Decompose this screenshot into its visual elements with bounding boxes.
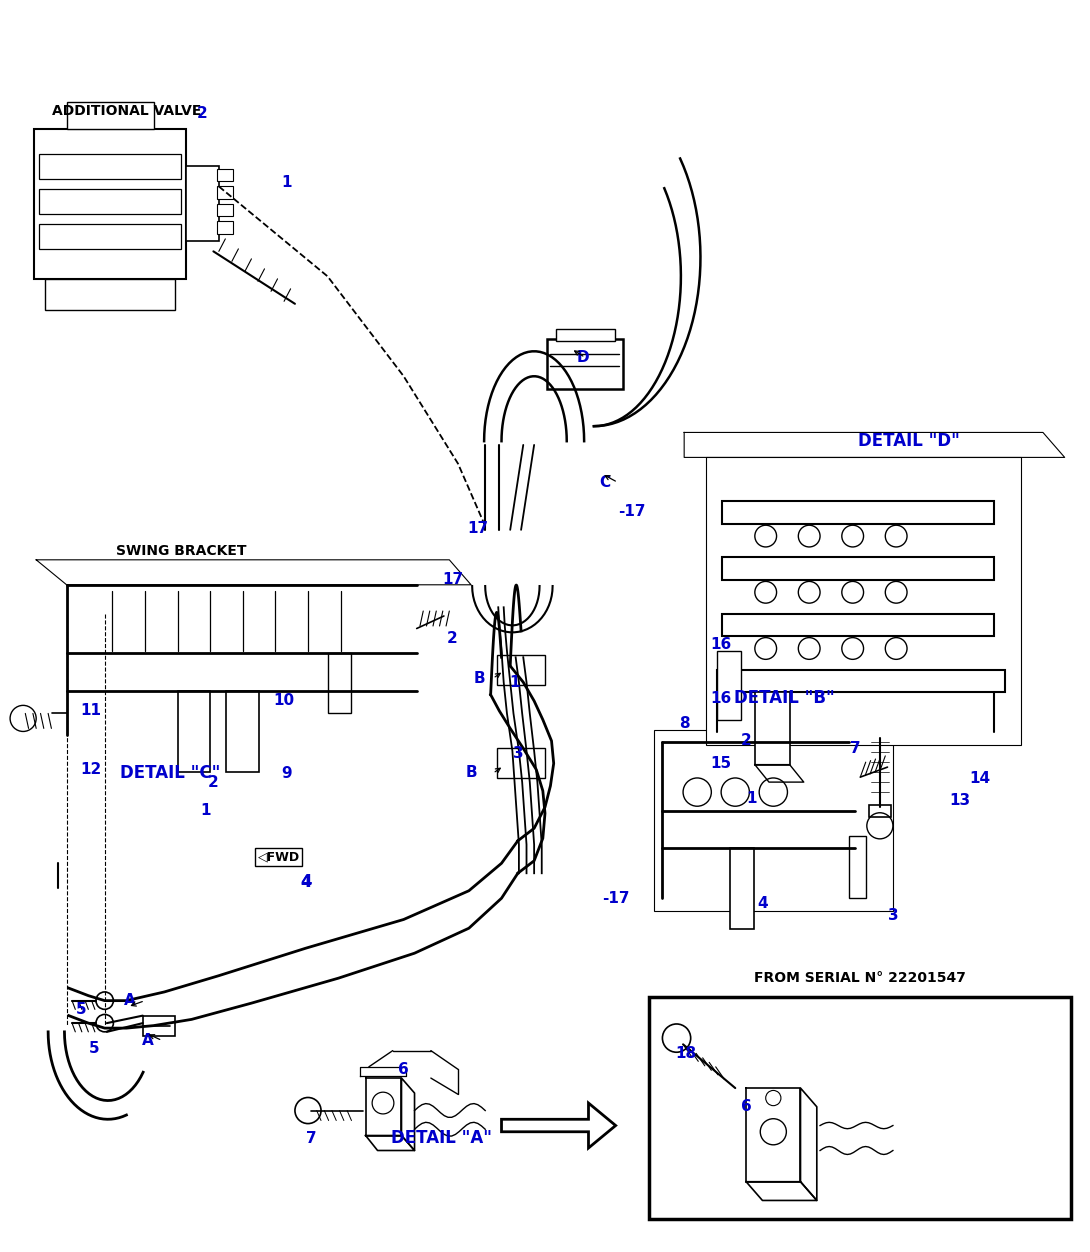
Text: ◁FWD: ◁FWD xyxy=(257,850,300,864)
Text: 15: 15 xyxy=(711,756,731,771)
Bar xyxy=(654,730,893,910)
Text: 1: 1 xyxy=(747,791,756,806)
Text: 17: 17 xyxy=(443,572,463,587)
Bar xyxy=(547,339,623,388)
Text: ADDITIONAL VALVE: ADDITIONAL VALVE xyxy=(51,104,202,119)
Bar xyxy=(755,692,789,765)
Text: B: B xyxy=(465,765,477,780)
Text: DETAIL "B": DETAIL "B" xyxy=(734,690,835,707)
Bar xyxy=(39,224,181,249)
Text: 6: 6 xyxy=(741,1099,751,1114)
Text: 8: 8 xyxy=(679,716,690,731)
Text: DETAIL "A": DETAIL "A" xyxy=(391,1129,493,1147)
Bar xyxy=(706,457,1021,745)
Bar xyxy=(717,651,741,720)
Polygon shape xyxy=(497,749,545,779)
Bar xyxy=(39,154,181,179)
Bar xyxy=(328,654,351,714)
Bar xyxy=(227,691,259,772)
Text: 4: 4 xyxy=(301,874,311,889)
Text: 16: 16 xyxy=(711,691,731,706)
Text: 4: 4 xyxy=(300,873,312,891)
Text: 2: 2 xyxy=(447,631,458,646)
Bar xyxy=(39,189,181,214)
Text: DETAIL "D": DETAIL "D" xyxy=(858,432,960,451)
Bar xyxy=(217,187,233,199)
Text: B: B xyxy=(474,671,485,686)
Bar xyxy=(556,329,615,342)
Text: 11: 11 xyxy=(80,704,101,719)
Bar xyxy=(730,849,754,929)
Bar xyxy=(217,204,233,217)
Text: -17: -17 xyxy=(602,890,629,905)
Bar xyxy=(849,836,865,898)
Text: SWING BRACKET: SWING BRACKET xyxy=(116,545,246,558)
Text: DETAIL "C": DETAIL "C" xyxy=(120,765,220,782)
Bar xyxy=(717,670,1005,692)
Bar xyxy=(723,613,994,636)
Text: 7: 7 xyxy=(849,741,860,756)
Text: FROM SERIAL N° 22201547: FROM SERIAL N° 22201547 xyxy=(754,972,966,985)
Text: 9: 9 xyxy=(281,766,291,781)
Text: A: A xyxy=(124,993,135,1008)
Text: 3: 3 xyxy=(887,908,898,923)
Text: -17: -17 xyxy=(618,503,645,518)
Bar xyxy=(66,101,154,129)
Bar xyxy=(723,557,994,580)
Bar xyxy=(34,129,186,279)
Bar xyxy=(869,805,891,818)
Text: 5: 5 xyxy=(75,1002,86,1017)
Text: 2: 2 xyxy=(741,734,751,749)
Bar xyxy=(723,501,994,523)
Text: 7: 7 xyxy=(306,1131,316,1146)
Bar xyxy=(178,691,210,772)
Text: 13: 13 xyxy=(949,794,971,809)
Text: 17: 17 xyxy=(467,521,488,536)
Polygon shape xyxy=(497,655,545,685)
Text: 6: 6 xyxy=(398,1062,409,1077)
Bar xyxy=(186,167,219,242)
Text: 14: 14 xyxy=(969,771,991,786)
Text: 12: 12 xyxy=(80,762,101,777)
Text: 3: 3 xyxy=(512,746,523,761)
Text: 18: 18 xyxy=(676,1045,697,1060)
Text: 16: 16 xyxy=(711,637,731,652)
Text: D: D xyxy=(577,351,590,366)
Text: C: C xyxy=(600,475,610,490)
Text: 1: 1 xyxy=(201,804,211,819)
Text: 1: 1 xyxy=(281,175,291,190)
Text: 2: 2 xyxy=(208,775,219,790)
Text: 2: 2 xyxy=(197,106,208,121)
Bar xyxy=(217,222,233,234)
Bar xyxy=(217,169,233,182)
Bar xyxy=(45,279,175,310)
Bar xyxy=(650,997,1071,1219)
Text: A: A xyxy=(143,1033,154,1048)
Text: 10: 10 xyxy=(274,694,294,709)
Text: 4: 4 xyxy=(758,895,767,910)
Polygon shape xyxy=(501,1103,616,1148)
Text: 5: 5 xyxy=(88,1040,99,1055)
Bar xyxy=(143,1015,175,1035)
Text: 1: 1 xyxy=(509,675,520,690)
